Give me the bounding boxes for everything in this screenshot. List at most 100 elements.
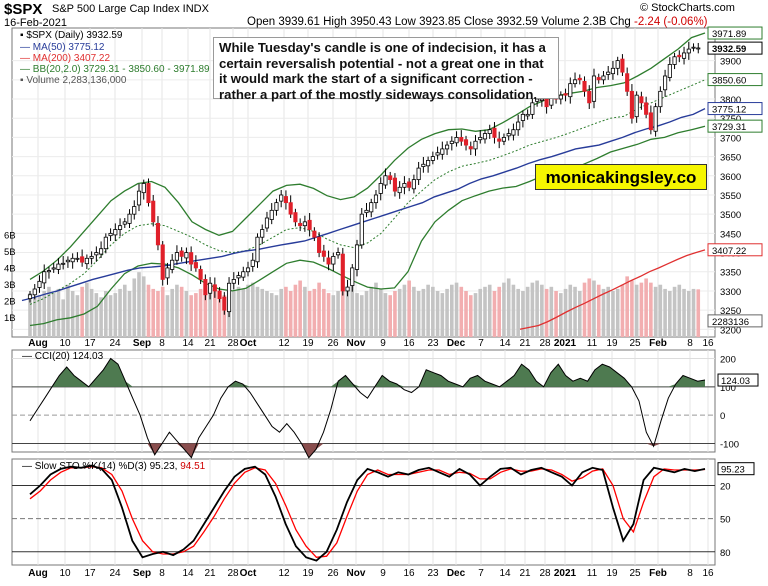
volume-bar bbox=[146, 284, 151, 337]
x-label-bottom: 8 bbox=[159, 568, 165, 579]
candle-body bbox=[416, 167, 421, 181]
x-label-top: Nov bbox=[347, 338, 366, 349]
volume-bar bbox=[213, 286, 217, 337]
volume-bar bbox=[284, 286, 288, 337]
legend-cci: — CCI(20) 124.03 bbox=[22, 351, 104, 362]
candle-body bbox=[99, 248, 104, 255]
candle-body bbox=[264, 217, 270, 229]
volume-bar bbox=[70, 291, 75, 337]
volume-bar bbox=[303, 286, 307, 337]
candle-body bbox=[260, 229, 265, 238]
volume-bar bbox=[540, 284, 544, 337]
volume-bar bbox=[80, 286, 84, 337]
price-label-box bbox=[707, 41, 763, 55]
candle-body bbox=[530, 102, 535, 115]
candle-body bbox=[672, 56, 677, 65]
candle-body bbox=[539, 98, 544, 101]
volume-bar bbox=[587, 278, 592, 337]
price-label-box bbox=[707, 26, 763, 40]
annotation-box: While Tuesday's candle is one of indecis… bbox=[213, 37, 559, 102]
price-label-box bbox=[707, 314, 763, 328]
volume-bar bbox=[625, 276, 629, 337]
bb-lower-line bbox=[29, 125, 706, 327]
candle-body bbox=[236, 275, 241, 279]
candle-body bbox=[468, 146, 473, 150]
candle-body bbox=[364, 209, 369, 214]
candle-body bbox=[321, 250, 326, 257]
x-label-bottom: Aug bbox=[28, 568, 47, 579]
volume-bar bbox=[393, 291, 397, 337]
volume-bar bbox=[160, 286, 165, 337]
x-label-bottom: 25 bbox=[629, 568, 641, 579]
candle-body bbox=[174, 252, 179, 261]
volume-bar bbox=[658, 284, 663, 337]
candle-body bbox=[639, 96, 644, 104]
volume-bar bbox=[677, 284, 682, 337]
candle-body bbox=[231, 279, 236, 284]
volume-bar bbox=[435, 291, 440, 337]
candle-body bbox=[587, 90, 592, 104]
volume-bar bbox=[51, 293, 56, 337]
volume-bar bbox=[412, 286, 416, 337]
candle-body bbox=[75, 257, 80, 260]
candle-body bbox=[463, 139, 469, 146]
volume-bar bbox=[28, 293, 32, 337]
volume-bar bbox=[274, 295, 279, 337]
volume-bar bbox=[89, 288, 94, 337]
volume-bar bbox=[118, 288, 122, 337]
y-tick-label: 3350 bbox=[720, 268, 741, 279]
volume-bar bbox=[85, 282, 89, 337]
volume-bar bbox=[672, 286, 677, 337]
x-label-bottom: Dec bbox=[447, 568, 466, 579]
x-label-top: Oct bbox=[240, 338, 257, 349]
candle-body bbox=[696, 47, 701, 50]
volume-bar bbox=[317, 282, 321, 337]
volume-bar bbox=[682, 288, 686, 337]
open-label: Open bbox=[247, 16, 276, 28]
candle-body bbox=[506, 133, 511, 137]
candle-body bbox=[51, 267, 56, 270]
candle-body bbox=[208, 282, 213, 294]
close-label: Close bbox=[463, 16, 494, 28]
candle-body bbox=[89, 255, 94, 259]
volume-bar bbox=[250, 282, 255, 337]
price-label-box bbox=[707, 243, 763, 257]
volume-bar bbox=[307, 291, 312, 337]
candle-body bbox=[245, 267, 251, 273]
volume-bar bbox=[516, 288, 520, 337]
x-label-bottom: 2021 bbox=[554, 568, 577, 579]
y-tick-label: 3700 bbox=[720, 133, 741, 144]
x-label-bottom: 14 bbox=[499, 568, 511, 579]
price-label: 3775.12 bbox=[712, 105, 746, 116]
volume-bar bbox=[606, 286, 611, 337]
candle-body bbox=[658, 90, 663, 108]
sto-d-line bbox=[29, 466, 706, 558]
volume-bar bbox=[502, 282, 506, 337]
x-label-top: Dec bbox=[447, 338, 466, 349]
candle-body bbox=[677, 54, 682, 58]
volume-bar bbox=[104, 291, 108, 337]
x-label-bottom: 21 bbox=[519, 568, 531, 579]
candle-body bbox=[421, 163, 426, 167]
candle-body bbox=[430, 156, 435, 161]
candle-body bbox=[80, 256, 85, 263]
candle-body bbox=[94, 252, 99, 256]
candle-body bbox=[378, 183, 383, 194]
x-label-top: 8 bbox=[159, 338, 165, 349]
chg-value: -2.24 (-0.06%) bbox=[634, 16, 708, 28]
candle-body bbox=[497, 138, 502, 142]
candle-body bbox=[65, 259, 70, 263]
x-label-bottom: 21 bbox=[204, 568, 216, 579]
panel-frame-2 bbox=[11, 458, 716, 566]
volume-bar bbox=[208, 282, 212, 337]
legend-ma50: — MA(50) 3775.12 bbox=[20, 42, 105, 53]
volume-tick-label: 4B bbox=[4, 264, 16, 275]
volume-bar bbox=[175, 284, 179, 337]
cci-tick-label: 200 bbox=[720, 355, 736, 366]
candle-body bbox=[113, 229, 118, 236]
candle-body bbox=[340, 253, 345, 292]
candle-body bbox=[644, 102, 649, 115]
x-label-bottom: 28 bbox=[227, 568, 239, 579]
cci-tick-label: 0 bbox=[720, 411, 725, 422]
volume-bar bbox=[544, 288, 549, 337]
